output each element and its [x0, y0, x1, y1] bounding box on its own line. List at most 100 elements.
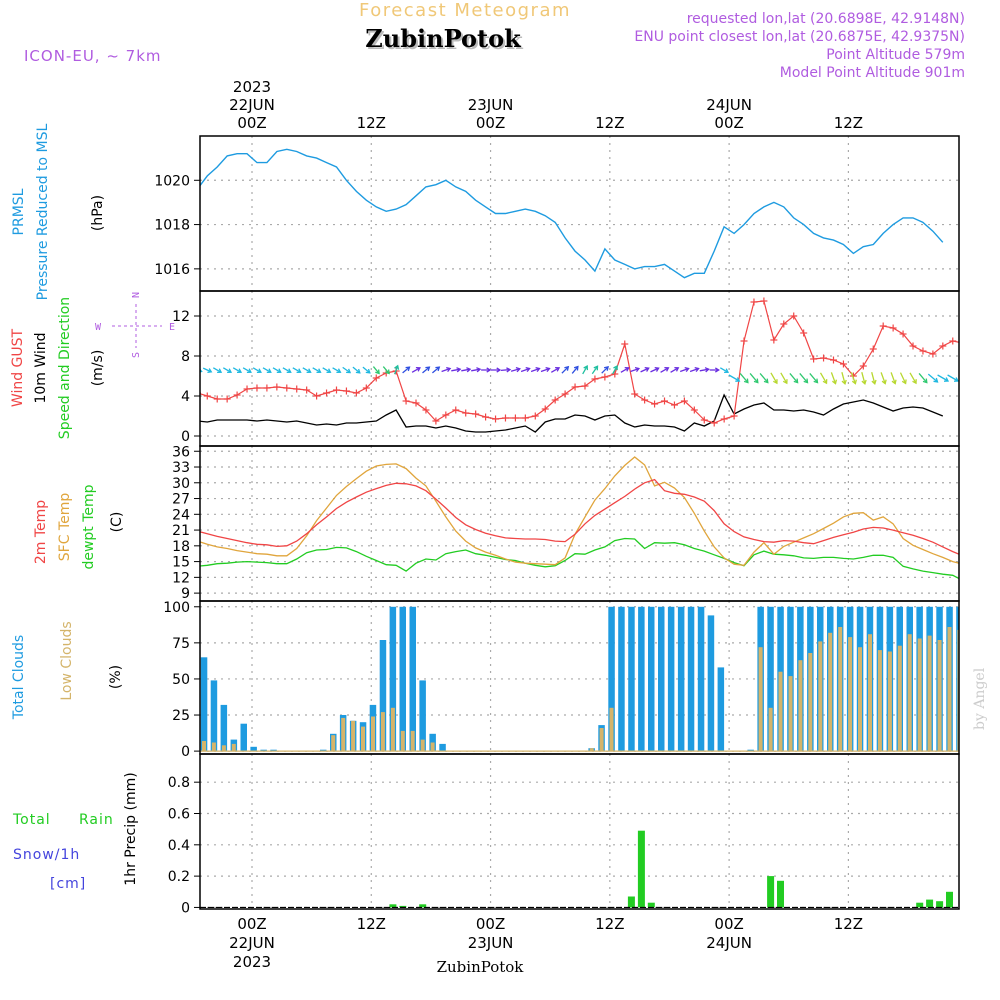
wind-direction-arrow [927, 373, 939, 383]
total-clouds-bar [389, 606, 397, 752]
bottom-year-label: 2023 [233, 953, 271, 971]
wind-gust-marker [263, 384, 271, 392]
wind-gust-marker [969, 342, 976, 349]
wind-gust-marker [452, 406, 460, 414]
y-tick-label: 1020 [154, 173, 190, 189]
wind-direction-arrow [719, 367, 730, 374]
snow-unit-label: [cm] [50, 876, 86, 892]
wind-gust-marker [631, 390, 639, 398]
y-tick-label: 24 [172, 507, 190, 523]
wind-gust-line [200, 300, 959, 424]
rain-bar [936, 901, 944, 908]
top-time-label: 12Z [834, 114, 863, 132]
y-tick-label: 33 [172, 460, 190, 476]
total-clouds-bar [439, 743, 446, 752]
wind-direction-arrow [918, 372, 928, 384]
low-clouds-bar [778, 671, 783, 752]
low-clouds-bar [838, 627, 843, 752]
wind-compass-icon: N W E S [95, 292, 175, 358]
wind-direction-arrow [491, 367, 502, 373]
wind-direction-arrow [699, 367, 710, 373]
wind-direction-arrow [640, 366, 650, 373]
wind-gust-marker [760, 297, 768, 305]
total-clouds-bar [210, 680, 218, 752]
low-clouds-bar [808, 653, 813, 752]
wind-direction-arrow [322, 367, 332, 374]
low-clouds-bar [788, 676, 793, 752]
rain-bar [627, 896, 635, 908]
bottom-time-label: 24JUN [706, 934, 752, 952]
wind-direction-arrow [262, 367, 272, 374]
model-altitude: Model Point Altitude 901m [780, 65, 965, 81]
low-clouds-bar [897, 645, 902, 752]
total-clouds-bar [687, 606, 695, 752]
top-year-label: 2023 [233, 78, 271, 96]
wind-direction-arrow [582, 365, 589, 375]
wind-gust-marker [442, 411, 450, 419]
wind-gust-marker [303, 386, 311, 394]
wind-gust-marker [412, 399, 420, 407]
wind-direction-arrow [500, 367, 512, 373]
wind-gust-marker [402, 397, 410, 405]
wind-gust-marker [740, 337, 748, 345]
rain-bar [916, 902, 924, 908]
y-tick-label: 0.4 [168, 838, 190, 854]
wind-gust-marker [352, 389, 360, 397]
total-clouds-bar [648, 606, 655, 752]
wind-gust-marker [909, 342, 917, 350]
total-clouds-bar [379, 640, 387, 752]
y-tick-label: 0 [181, 900, 190, 916]
wind-direction-arrow [550, 366, 561, 373]
total-clouds-bar [429, 733, 436, 752]
sfc-temp-line [200, 456, 959, 566]
rain-label: Rain [79, 812, 114, 828]
wind-direction-arrow [362, 366, 371, 374]
low-clouds-bar [868, 634, 872, 752]
wind-direction-arrow [242, 367, 252, 374]
wind-direction-arrow [679, 366, 690, 373]
panel-frame-3 [199, 600, 960, 755]
rain-bar [767, 876, 775, 908]
bottom-time-label: 22JUN [229, 934, 275, 952]
wind-direction-arrow [799, 372, 809, 384]
total-clouds-bar [767, 606, 774, 752]
wind-gust-marker [611, 370, 619, 378]
wind-gust-marker [601, 373, 609, 381]
wind-gust-marker [342, 387, 350, 395]
total-clouds-bar [707, 615, 715, 752]
low-clouds-bar [927, 635, 932, 752]
low-clouds-bar [331, 735, 336, 752]
wind-direction-arrow [749, 372, 759, 384]
y-tick-label: 0 [181, 429, 190, 445]
wind-gust-marker [521, 414, 529, 422]
wind-gust-marker [253, 384, 261, 392]
wind-gust-marker [780, 320, 788, 328]
wind-gust-marker [571, 383, 579, 391]
wind-gust-marker [372, 374, 380, 382]
rain-bar [926, 899, 934, 908]
wind-gust-marker [869, 345, 877, 353]
snow-label: Snow/1h [13, 847, 80, 863]
wind-gust-marker [561, 390, 569, 398]
compass-east: E [169, 322, 175, 333]
wind-direction-arrow [232, 367, 243, 374]
wind-direction-arrow [591, 365, 599, 375]
wind-direction-arrow [292, 367, 302, 374]
total-clouds-bar [220, 704, 228, 752]
y-tick-label: 75 [172, 636, 190, 652]
wind-gust-marker [551, 396, 559, 404]
low-clouds-bar [798, 660, 803, 752]
wind-gust-marker [661, 397, 669, 405]
footer-location: ZubinPotok [437, 958, 525, 976]
total-clouds-label: Total Clouds [11, 635, 27, 720]
wind-direction-arrow [461, 367, 472, 373]
rain-bar [399, 905, 407, 908]
low-clouds-bar [430, 742, 435, 752]
wind-gust-marker [989, 350, 996, 357]
wind-direction-arrow [540, 366, 551, 373]
y-tick-label: 0.8 [168, 775, 190, 791]
axis-layer: 1016101810200481291215182124273033360255… [154, 78, 960, 971]
wind-10m-label: 10m Wind [33, 332, 49, 403]
wind-direction-arrow [809, 372, 819, 384]
grid-layer [200, 136, 959, 909]
